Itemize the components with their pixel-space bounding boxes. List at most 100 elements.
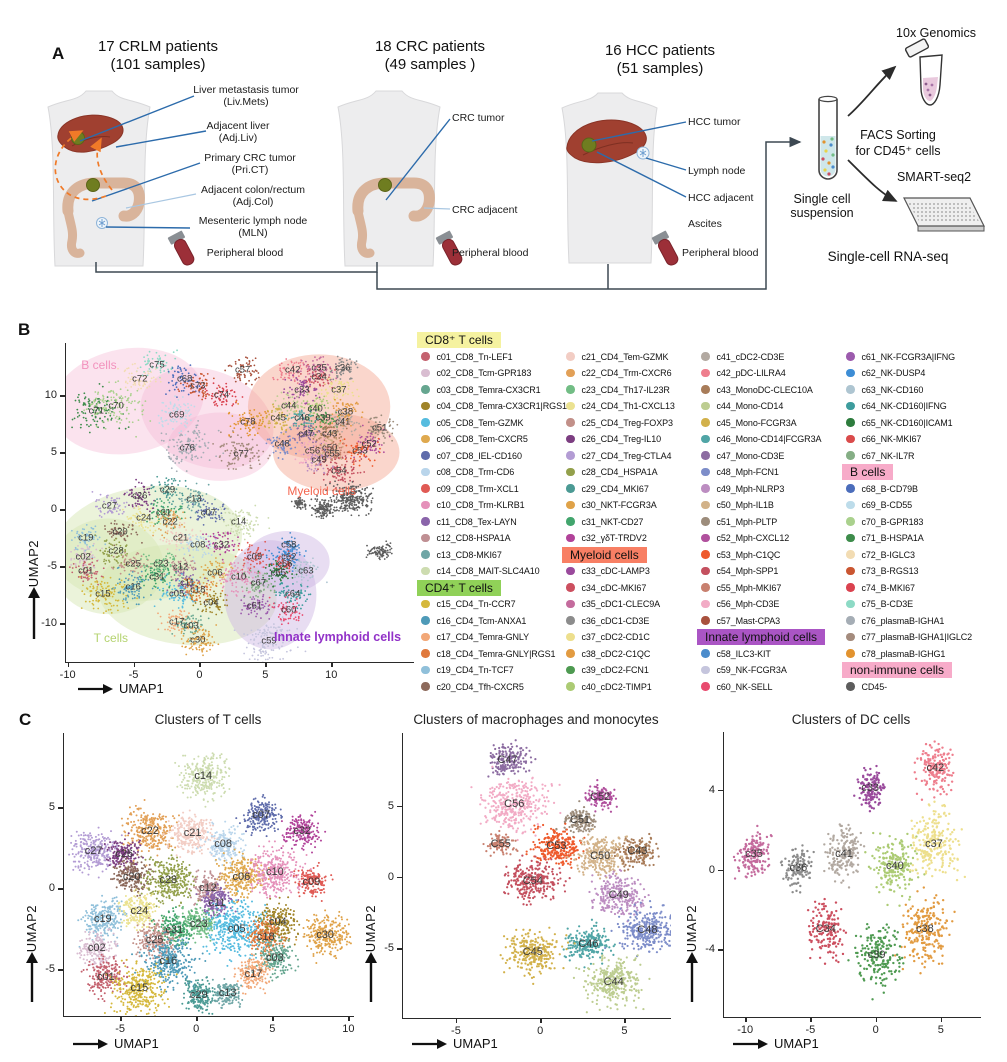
cluster-label: c58 [281,539,297,551]
cluster-label: c18 [190,584,206,596]
cluster-label: c12 [198,882,217,895]
cluster-label: c32 [213,539,230,551]
facs-label-line2: for CD45⁺ cells [855,144,941,158]
legend-color-dot [846,632,855,642]
y-tick [58,969,63,971]
x-tick [199,662,201,667]
legend-item-label: c63_NK-CD160 [861,384,924,395]
legend-color-dot [421,418,430,427]
cluster-label: c62 [281,551,297,563]
x-tick-label: -5 [115,1023,125,1035]
cluster-label: c45 [270,412,286,424]
x-tick-label: -5 [805,1024,816,1036]
x-tick [940,1017,943,1022]
legend-item: c56_Mph-CD3E [701,599,779,609]
legend-item: c06_CD8_Tem-CXCR5 [421,434,528,444]
legend-color-dot [846,401,855,411]
x-tick-label: 0 [193,1023,200,1035]
x-tick-label: 10 [342,1023,355,1035]
legend-item: c75_B-CD3E [846,599,913,609]
legend-color-dot [701,533,710,543]
group-1-title-line1: 17 CRLM patients [97,38,219,55]
legend-item-label: c24_CD4_Th1-CXCL13 [581,401,675,411]
legend-item: c32_γδT-TRDV2 [566,533,647,543]
x-tick [348,1016,350,1021]
legend-color-dot [846,583,855,592]
x-tick-label: -10 [59,669,76,681]
legend-item: c57_Mast-CPA3 [701,616,780,626]
legend-item-label: c27_CD4_Treg-CTLA4 [581,450,672,461]
cluster-label: c37 [331,384,347,396]
cluster-label: c07 [252,809,270,822]
annotation-mln-line1: Mesenteric lymph node [198,215,308,227]
legend-item: c72_B-IGLC3 [846,550,915,560]
legend-item: c09_CD8_Trm-XCL1 [421,484,519,494]
cluster-label: c35 [745,847,763,860]
x-tick-label: 10 [325,669,338,681]
legend-item: c58_ILC3-KIT [701,649,771,659]
legend-color-dot [566,583,575,592]
legend-color-dot [846,649,855,658]
legend-section-header: CD4⁺ T cells [417,579,501,596]
legend-item: c50_Mph-IL1B [701,500,774,510]
primary-crc-tumor-dot [86,178,100,192]
cluster-label: c15 [130,982,149,995]
legend-item: c37_cDC2-CD1C [566,632,650,642]
legend-item-label: c51_Mph-PLTP [716,516,778,527]
cluster-label: c22 [141,825,159,838]
y-tick [60,509,65,511]
legend-item: c20_CD4_Tfh-CXCR5 [421,682,524,692]
annotation-ascites: Ascites [688,218,722,230]
legend-item: c18_CD4_Temra-GNLY|RGS1 [421,649,556,659]
legend-color-dot [846,550,855,559]
cluster-label: c27 [84,844,103,857]
legend-item-label: c67_NK-IL7R [861,450,915,461]
cluster-label: c42 [285,364,301,376]
cluster-label: c04 [269,916,287,929]
cluster-label: c17 [244,967,263,980]
cluster-label: c09 [302,875,321,888]
cluster-label: c36 [789,861,808,874]
legend-item-label: c06_CD8_Tem-CXCR5 [436,434,528,444]
cluster-label: c33 [294,384,310,396]
legend-item-label: c08_CD8_Trm-CD6 [436,467,515,477]
legend-item: c68_B-CD79B [846,484,918,494]
cluster-label: c57 [234,364,251,376]
legend-item-label: c39_cDC2-FCN1 [581,665,649,675]
cluster-label: c31 [165,924,184,937]
lymph-node-icon [636,146,650,160]
cluster-label: c35 [311,362,327,374]
x-tick [265,662,267,667]
legend-item-label: c50_Mph-IL1B [716,500,774,510]
cluster-label: c05 [169,588,185,600]
legend-color-dot [421,451,430,460]
cluster-label: c53 [352,445,368,457]
legend-color-dot [846,500,855,510]
cluster-label: c38 [916,923,934,936]
legend-item: c22_CD4_Trm-CXCR6 [566,368,672,378]
cluster-label: c30 [316,929,334,941]
x-tick [624,1018,626,1023]
cluster-label: C44 [603,976,624,989]
cluster-label: c34 [311,371,327,383]
legend-item-label: c36_cDC1-CD3E [581,615,650,626]
legend-color-dot [846,566,855,576]
umap-t-cells-plot: c14 c07 c32 c22 c21 c08 c27 c26 c20 c28 c06 c10 c09 c… [63,733,354,1017]
legend-item: c34_cDC-MKI67 [566,583,646,593]
scatter-canvas [64,733,354,1016]
legend-item: c70_B-GPR183 [846,517,923,527]
y-tick-label: -4 [705,943,715,956]
cluster-label: c21 [173,532,189,544]
legend-color-dot [421,649,430,658]
scatter-canvas [66,343,414,662]
y-tick [58,807,63,809]
cluster-label: c72 [132,373,148,385]
legend-item: c14_CD8_MAIT-SLC4A10 [421,566,540,576]
umap-dc-plot: c42 c33 c35 c36 c41 c40 c37 C34 c38 c39 [723,732,981,1018]
legend-item: c55_Mph-MKI67 [701,583,781,593]
y-tick-label: 10 [44,389,57,402]
umap1-axis-text: UMAP1 [453,1036,498,1051]
y-tick-label: 0 [48,882,55,895]
cluster-label: c41 [835,847,853,860]
cluster-label: c71 [88,405,104,417]
